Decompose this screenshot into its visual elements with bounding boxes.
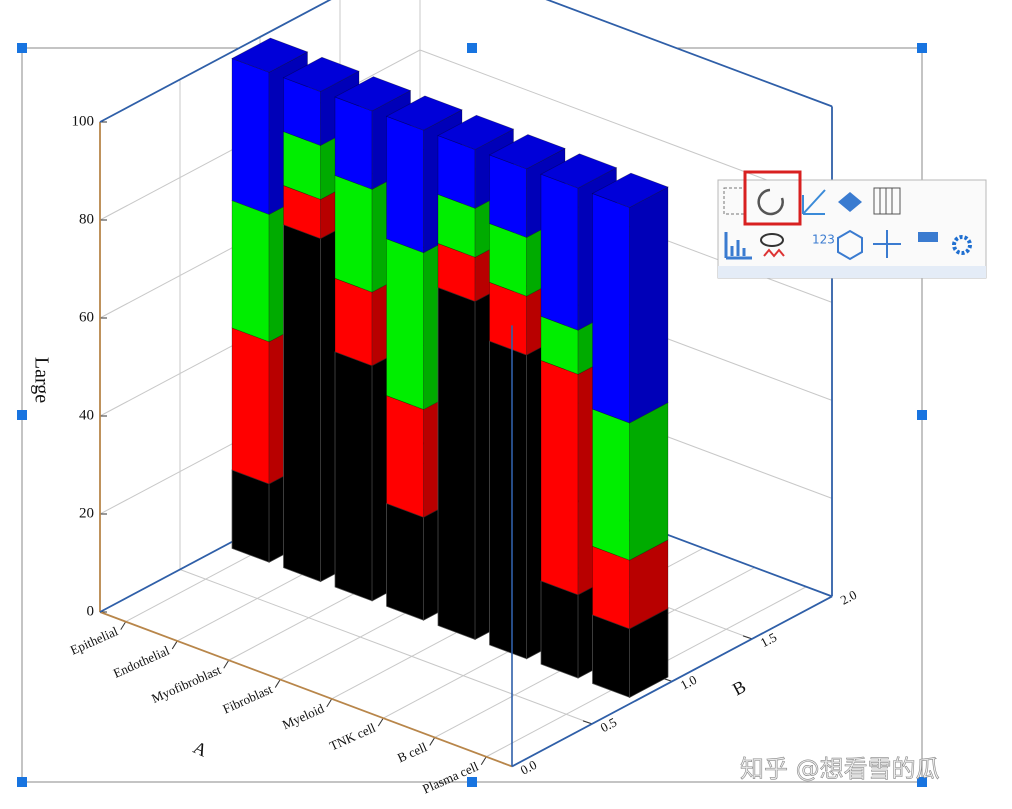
axis-line — [545, 0, 833, 108]
bar-segment — [592, 539, 669, 630]
plot: 0204060801000.00.51.01.52.0EpithelialEnd… — [30, 0, 859, 796]
x-tick — [171, 640, 178, 650]
bar-top — [334, 76, 412, 112]
bar-front — [386, 502, 424, 621]
bar-front — [592, 614, 630, 698]
bar-side — [629, 402, 669, 561]
bar-front — [437, 286, 476, 641]
bar-front — [283, 224, 321, 583]
y-tick-label: 20 — [79, 505, 94, 521]
bar-segment — [592, 607, 669, 698]
z-tick-label: 1.0 — [678, 672, 699, 693]
z-tick-label: 0.5 — [598, 714, 619, 735]
bar-front — [334, 174, 373, 293]
bar-front — [231, 327, 270, 485]
axis-line — [99, 611, 513, 768]
z-tick — [582, 720, 593, 725]
bar-front — [334, 96, 373, 190]
bar-top — [591, 172, 669, 208]
y-tick-label: 40 — [79, 407, 94, 423]
z-tick-label: 1.5 — [758, 629, 779, 650]
bar-front — [386, 115, 424, 254]
bar-front — [540, 580, 579, 679]
selection-handles[interactable] — [17, 43, 927, 787]
y-tick-label: 80 — [79, 211, 94, 227]
bar-front — [540, 173, 579, 331]
y-tick-label: 0 — [87, 603, 95, 619]
z-tick-label: 0.0 — [518, 757, 539, 778]
bar-side — [629, 186, 669, 424]
bar-segment — [591, 172, 669, 424]
bar-front — [386, 238, 424, 411]
bar-top — [385, 95, 463, 131]
bar-front — [489, 154, 527, 238]
bar-front — [489, 340, 527, 660]
bar-segment — [592, 402, 669, 561]
bar-top — [488, 134, 566, 170]
x-tick — [480, 756, 487, 766]
bar-front — [231, 199, 270, 343]
svg-text:123: 123 — [812, 233, 835, 247]
x-tick — [429, 737, 436, 746]
bar-front — [592, 545, 630, 630]
bar-front — [231, 57, 270, 215]
z-tick-label: 2.0 — [838, 587, 859, 608]
axis-line — [511, 595, 833, 768]
y-tick-label: 60 — [79, 309, 94, 325]
bar-front — [231, 469, 270, 563]
bar-top — [540, 153, 618, 189]
x-tick — [120, 621, 127, 630]
axis-line — [99, 0, 332, 123]
bar-top — [437, 114, 515, 150]
bar-front — [592, 192, 630, 424]
x-tick — [274, 679, 281, 688]
bar-front — [540, 359, 579, 596]
grid-line — [179, 569, 593, 725]
bar-front — [334, 277, 373, 367]
z-tick — [742, 635, 753, 640]
x-tick — [326, 698, 333, 708]
y-tick-label: 100 — [72, 113, 95, 129]
y-axis-title: Large — [30, 357, 52, 403]
bar-top — [231, 37, 309, 73]
watermark: 知乎 @想看雪的瓜 — [740, 755, 940, 783]
bar-front — [592, 408, 630, 561]
mini-toolbar[interactable]: 123 — [717, 170, 987, 279]
grid-line — [419, 49, 833, 205]
bar-front — [386, 395, 424, 518]
bar-front — [334, 351, 373, 602]
x-tick — [377, 717, 384, 727]
bar-top — [282, 56, 360, 92]
x-tick — [223, 659, 230, 669]
